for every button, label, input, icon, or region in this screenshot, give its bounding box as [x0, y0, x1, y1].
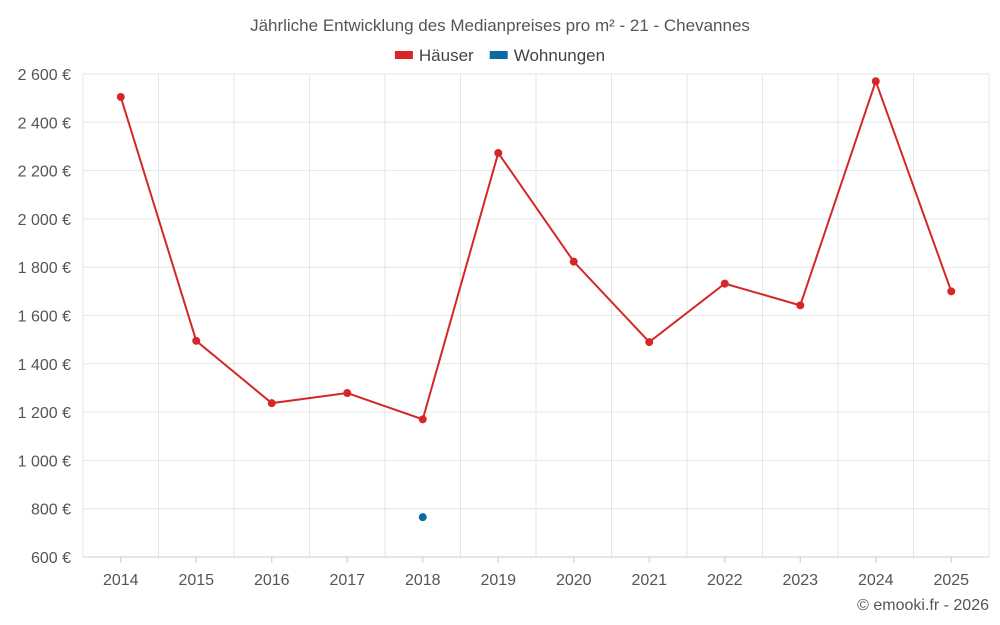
x-tick-label: 2024 — [858, 572, 894, 589]
data-point[interactable] — [494, 149, 502, 157]
data-point[interactable] — [872, 77, 880, 85]
chart: Jährliche Entwicklung des Medianpreises … — [0, 0, 1000, 625]
data-point[interactable] — [419, 415, 427, 423]
y-tick-label: 2 600 € — [18, 67, 71, 84]
data-point[interactable] — [192, 337, 200, 345]
legend-label[interactable]: Häuser — [419, 46, 474, 65]
y-tick-label: 1 600 € — [18, 309, 71, 326]
data-point[interactable] — [645, 338, 653, 346]
legend-swatch — [490, 51, 508, 59]
data-point[interactable] — [419, 513, 427, 521]
y-tick-label: 600 € — [31, 550, 71, 567]
y-tick-label: 1 400 € — [18, 357, 71, 374]
credit-text: © emooki.fr - 2026 — [857, 597, 989, 614]
y-tick-label: 2 000 € — [18, 212, 71, 229]
y-tick-label: 2 200 € — [18, 164, 71, 181]
x-tick-label: 2019 — [480, 572, 516, 589]
legend-label[interactable]: Wohnungen — [514, 46, 605, 65]
x-tick-label: 2021 — [631, 572, 667, 589]
legend: Häuser Wohnungen — [395, 46, 605, 65]
y-tick-label: 1 800 € — [18, 260, 71, 277]
x-tick-label: 2017 — [329, 572, 365, 589]
x-tick-label: 2020 — [556, 572, 592, 589]
data-point[interactable] — [796, 301, 804, 309]
y-axis: 600 € 800 € 1 000 € 1 200 € 1 400 € 1 600 € 1 … — [18, 67, 71, 567]
data-point[interactable] — [947, 287, 955, 295]
data-point[interactable] — [268, 399, 276, 407]
data-point[interactable] — [343, 389, 351, 397]
data-point[interactable] — [570, 258, 578, 266]
chart-title: Jährliche Entwicklung des Medianpreises … — [250, 16, 750, 35]
x-tick-label: 2025 — [933, 572, 969, 589]
x-tick-label: 2018 — [405, 572, 441, 589]
y-tick-label: 1 200 € — [18, 405, 71, 422]
x-tick-label: 2015 — [178, 572, 214, 589]
x-tick-label: 2014 — [103, 572, 139, 589]
x-tick-label: 2016 — [254, 572, 290, 589]
data-point[interactable] — [117, 93, 125, 101]
x-tick-label: 2023 — [782, 572, 818, 589]
y-tick-label: 800 € — [31, 502, 71, 519]
y-tick-label: 1 000 € — [18, 453, 71, 470]
data-point[interactable] — [721, 280, 729, 288]
series-1 — [419, 513, 427, 521]
x-tick-label: 2022 — [707, 572, 743, 589]
legend-swatch — [395, 51, 413, 59]
y-tick-label: 2 400 € — [18, 115, 71, 132]
x-axis: 2014 2015 2016 2017 2018 2019 2020 2021 2022 2023… — [83, 557, 989, 589]
